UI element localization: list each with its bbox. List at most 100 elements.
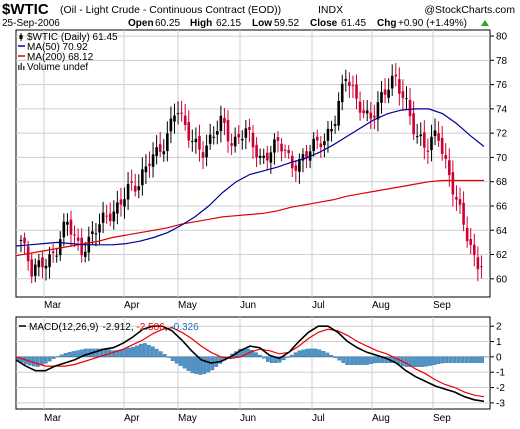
price-candles <box>19 63 483 284</box>
macd-histogram-bar <box>377 356 381 363</box>
macd-histogram-bar <box>206 356 211 373</box>
price-candle <box>151 142 155 178</box>
macd-histogram-bar <box>127 347 131 358</box>
macd-tick-label: 0 <box>496 352 502 363</box>
price-candle <box>173 103 176 134</box>
macd-histogram-bar <box>349 356 353 365</box>
price-candle <box>319 136 323 159</box>
price-candle <box>265 145 269 170</box>
macd-month-label: Sep <box>433 413 451 424</box>
macd-histogram-bar <box>432 356 437 365</box>
price-candle <box>105 204 108 224</box>
price-candle <box>119 187 123 217</box>
macd-histogram-bar <box>39 356 44 366</box>
price-candle <box>66 213 69 236</box>
macd-histogram-bar <box>357 356 361 365</box>
price-candle <box>365 99 369 122</box>
price-candle <box>426 138 430 164</box>
price-candle <box>387 78 390 104</box>
price-candle <box>298 153 301 184</box>
macd-histogram-bar <box>460 356 465 363</box>
price-candle <box>240 130 244 150</box>
price-candle <box>23 232 26 255</box>
macd-legend-sep1: , <box>131 322 137 333</box>
macd-legend-sep2: , <box>165 322 171 333</box>
macd-histogram-bar <box>131 346 135 358</box>
macd-tick-label: -1 <box>496 368 505 379</box>
price-candle <box>219 105 223 143</box>
price-candle <box>169 106 173 144</box>
chart-symbol: $WTIC <box>2 1 49 18</box>
macd-histogram-bar <box>317 349 322 358</box>
price-month-label: Jul <box>312 300 325 311</box>
price-candle <box>123 187 126 219</box>
price-candle <box>476 246 480 282</box>
price-candle <box>191 129 194 152</box>
candle-legend-icon <box>19 33 23 41</box>
price-candle <box>230 133 233 155</box>
macd-histogram-bar <box>373 356 377 364</box>
macd-histogram-bar <box>99 348 104 358</box>
macd-histogram-bar <box>277 356 282 363</box>
price-candle <box>208 123 212 150</box>
price-candle <box>305 144 308 169</box>
price-candle <box>255 137 258 168</box>
price-candle <box>423 120 426 160</box>
macd-histogram-bar <box>313 348 318 358</box>
price-candle <box>112 200 116 230</box>
high-label: High <box>190 18 212 29</box>
macd-histogram-bar <box>369 356 373 364</box>
price-candle <box>237 125 241 144</box>
low-label: Low <box>252 18 272 29</box>
macd-histogram-bar <box>333 356 338 358</box>
macd-histogram-bar <box>158 351 163 358</box>
macd-histogram-bar <box>301 349 306 358</box>
price-candle <box>437 121 440 147</box>
price-month-label: Sep <box>433 300 451 311</box>
price-candle <box>126 172 130 210</box>
price-candle <box>433 118 437 146</box>
price-candle <box>472 233 476 267</box>
price-candle <box>76 228 80 251</box>
macd-histogram-bar <box>289 354 294 358</box>
macd-month-label: Apr <box>124 413 140 424</box>
price-month-label: May <box>178 300 197 311</box>
macd-histogram-bar <box>139 343 143 358</box>
price-candle <box>116 191 119 225</box>
price-candle <box>294 160 298 182</box>
price-candle <box>283 144 287 158</box>
price-candle <box>144 154 148 185</box>
price-candle <box>183 103 187 131</box>
close-value: 61.45 <box>341 18 366 29</box>
macd-histogram-bar <box>150 346 155 358</box>
price-month-label: Jun <box>240 300 256 311</box>
price-candle <box>162 139 166 162</box>
price-candle <box>37 253 41 277</box>
macd-histogram-bar <box>329 355 334 358</box>
price-candle <box>355 74 358 110</box>
macd-histogram-bar <box>47 356 52 362</box>
macd-histogram-bar <box>309 348 314 358</box>
price-candle <box>480 255 483 279</box>
open-value: 60.25 <box>155 18 180 29</box>
price-candle <box>362 99 365 119</box>
price-candle <box>458 187 462 215</box>
ma50-line <box>15 108 485 247</box>
macd-histogram-bar <box>258 354 262 358</box>
macd-histogram-bar <box>297 350 302 358</box>
macd-histogram-bar <box>269 356 274 363</box>
macd-histogram-bar <box>464 356 468 363</box>
macd-histogram-bar <box>115 350 119 358</box>
price-candle <box>148 151 151 178</box>
macd-histogram-bar <box>337 356 342 361</box>
price-month-label: Apr <box>124 300 140 311</box>
macd-histogram-bar <box>341 356 346 363</box>
price-tick-label: 62 <box>496 250 508 261</box>
low-value: 59.52 <box>274 18 299 29</box>
legend-ma50: MA(50) 70.92 <box>27 42 88 53</box>
macd-histogram-bar <box>436 356 441 365</box>
macd-legend-label: MACD(12,26,9) <box>29 322 98 333</box>
macd-histogram-bar <box>456 356 461 363</box>
macd-histogram-bar <box>424 356 429 367</box>
macd-histogram-bar <box>202 356 207 374</box>
